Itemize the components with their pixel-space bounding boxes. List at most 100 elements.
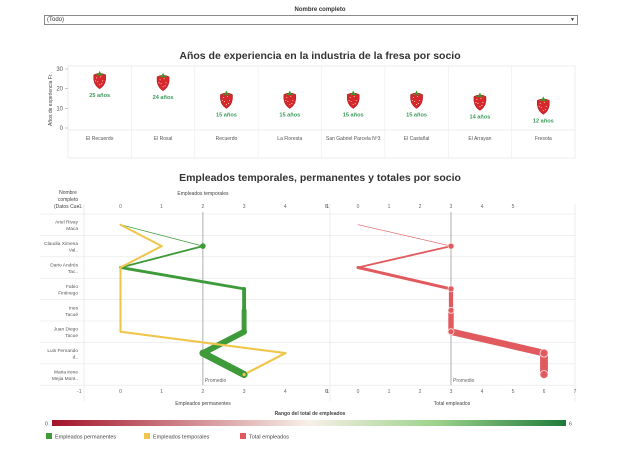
- value-label: 15 años: [406, 113, 427, 119]
- filter-selected-value: (Todo): [47, 17, 65, 23]
- series-segment: [199, 349, 248, 378]
- series-segment: [447, 328, 548, 357]
- strawberry-seed: [165, 82, 167, 84]
- left-bottom-tick-label: 4: [284, 389, 287, 395]
- name-filter-dropdown[interactable]: (Todo) ▼: [44, 15, 578, 25]
- y-tick-label: 30: [56, 67, 63, 73]
- left-bottom-tick-label: 2: [202, 389, 205, 395]
- series-segment: [119, 245, 163, 269]
- strawberry-seed: [538, 105, 540, 107]
- row-header-label: completo: [58, 197, 79, 203]
- right-bottom-axis-label: Total empleados: [434, 401, 471, 407]
- category-label: El Arrayan: [468, 136, 491, 142]
- y-tick-label: 10: [56, 106, 63, 112]
- series-segment: [199, 328, 248, 357]
- row-label: Fintinego: [58, 290, 78, 296]
- right-top-tick-label: 5: [512, 204, 515, 210]
- row-label: Juan Diego: [54, 327, 79, 333]
- series-segment: [356, 266, 453, 291]
- left-top-tick-label: 0: [119, 204, 122, 210]
- series-segment: [119, 223, 163, 248]
- row-label: d..: [73, 355, 78, 361]
- strawberry-icon: [536, 96, 550, 115]
- legend-label: Total empleados: [249, 435, 289, 441]
- series-segment: [243, 352, 287, 376]
- total-line: [356, 224, 548, 379]
- color-range-max: 6: [569, 422, 572, 428]
- legend-label: Empleados temporales: [153, 435, 210, 441]
- strawberry-leaves: [538, 96, 549, 102]
- left-top-tick-label: 2: [202, 204, 205, 210]
- y-tick-label: 20: [56, 87, 63, 93]
- series-segment: [119, 266, 246, 291]
- strawberry-seed: [348, 99, 350, 102]
- total-point: [447, 285, 455, 293]
- strawberry-seed: [101, 83, 103, 85]
- left-top-tick-label: 4: [284, 204, 287, 210]
- row-label: Ines: [69, 305, 79, 311]
- row-label: Claudia Ximena: [44, 241, 78, 247]
- strawberry-seed: [482, 101, 484, 104]
- strawberry-seed: [225, 103, 227, 106]
- strawberry-seed: [413, 96, 415, 99]
- total-point: [447, 306, 455, 314]
- row-label: Tacué: [65, 312, 78, 318]
- strawberry-seed: [163, 78, 165, 80]
- strawberry-seed: [291, 102, 293, 105]
- category-label: El Recuerdo: [86, 136, 114, 142]
- strawberry-seed: [479, 105, 481, 108]
- strawberry-seed: [289, 103, 291, 106]
- filter-label: Nombre completo: [294, 7, 346, 13]
- total-point: [539, 370, 549, 379]
- left-top-tick-label: 5: [325, 204, 328, 210]
- value-label: 15 años: [343, 113, 364, 119]
- strawberry-seed: [542, 109, 544, 111]
- right-average-label: Promedio: [453, 378, 475, 384]
- total-point: [539, 348, 549, 358]
- category-label: San Gabriel Parcela Nº3: [326, 136, 381, 142]
- strawberry-seed: [544, 108, 546, 110]
- right-bottom-tick-label: 7: [574, 389, 577, 395]
- strawberry-icon: [473, 92, 487, 111]
- series-segment: [119, 330, 287, 355]
- right-top-tick-label: 3: [450, 204, 453, 210]
- strawberry-leaves: [411, 90, 422, 96]
- row-label: Mejia Mont..: [52, 376, 78, 382]
- strawberry-leaves: [348, 90, 359, 96]
- right-bottom-tick-label: 5: [512, 389, 515, 395]
- row-header-label: Nombre: [59, 190, 77, 196]
- temporales-point: [242, 372, 246, 377]
- row-label: Fabio: [66, 284, 78, 290]
- right-top-tick-label: -1: [325, 204, 330, 210]
- strawberry-seed: [222, 96, 224, 99]
- strawberry-seed: [419, 99, 421, 102]
- color-range-min: 0: [45, 422, 48, 428]
- series-segment: [120, 224, 204, 247]
- right-top-tick-label: 0: [357, 204, 360, 210]
- strawberry-seed: [164, 85, 166, 87]
- strawberry-seed: [158, 82, 160, 84]
- strawberry-seed: [476, 98, 478, 101]
- strawberry-leaves: [284, 90, 295, 96]
- right-bottom-tick-label: 2: [419, 389, 422, 395]
- left-bottom-tick-label: -1: [77, 389, 82, 395]
- strawberry-seed: [226, 95, 228, 98]
- strawberry-seed: [475, 101, 477, 104]
- category-label: La Floresta: [277, 136, 302, 142]
- strawberry-seed: [160, 83, 162, 85]
- total-point: [447, 242, 455, 250]
- total-point: [447, 328, 455, 336]
- value-label: 15 años: [216, 113, 237, 119]
- row-label: Dario Andrés: [50, 263, 78, 269]
- left-top-tick-label: 1: [160, 204, 163, 210]
- left-average-label: Promedio: [205, 378, 227, 384]
- strawberry-seed: [100, 76, 102, 78]
- left-top-tick-label: -1: [77, 204, 82, 210]
- left-bottom-tick-label: 1: [160, 389, 163, 395]
- row-header-label: (Datos Cue..: [54, 204, 82, 210]
- strawberry-seed: [162, 86, 164, 88]
- strawberry-seed: [97, 81, 99, 83]
- strawberry-seed: [352, 103, 354, 106]
- category-label: Fresota: [535, 136, 552, 142]
